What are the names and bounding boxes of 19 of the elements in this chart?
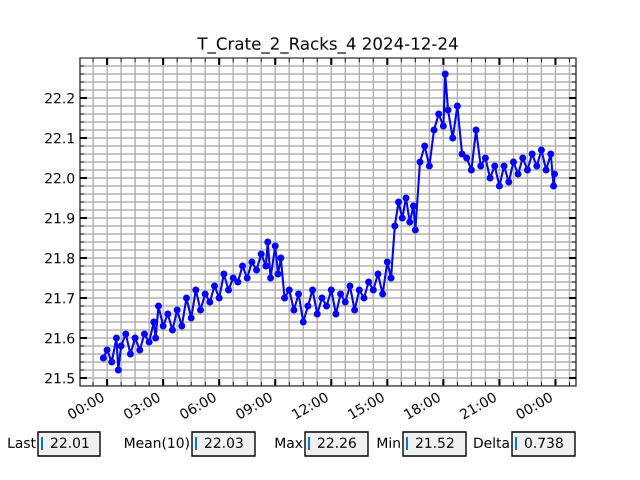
text: 22.01 [51, 438, 88, 448]
text: 22.03 [205, 438, 243, 448]
y-tick-label: 21.5 [45, 372, 74, 384]
text: Mean(10) [125, 437, 189, 450]
text: Delta [474, 437, 509, 448]
y-tick-label: 21.6 [45, 332, 74, 344]
y-tick-label: 22.0 [45, 172, 74, 184]
text: Min [378, 437, 400, 448]
text: 21.52 [416, 438, 454, 448]
y-tick-label: 21.7 [45, 292, 74, 304]
y-tick-label: 21.9 [45, 212, 74, 224]
text: Max [276, 438, 303, 448]
chart-title: T_Crate_2_Racks_4 2024-12-24 [197, 37, 458, 54]
y-tick-label: 22.1 [45, 132, 74, 144]
text: 22.26 [318, 438, 356, 448]
y-tick-label: 22.2 [45, 92, 74, 104]
text: 0.738 [524, 438, 563, 448]
text: Last [8, 438, 36, 448]
y-tick-label: 21.8 [45, 252, 74, 264]
